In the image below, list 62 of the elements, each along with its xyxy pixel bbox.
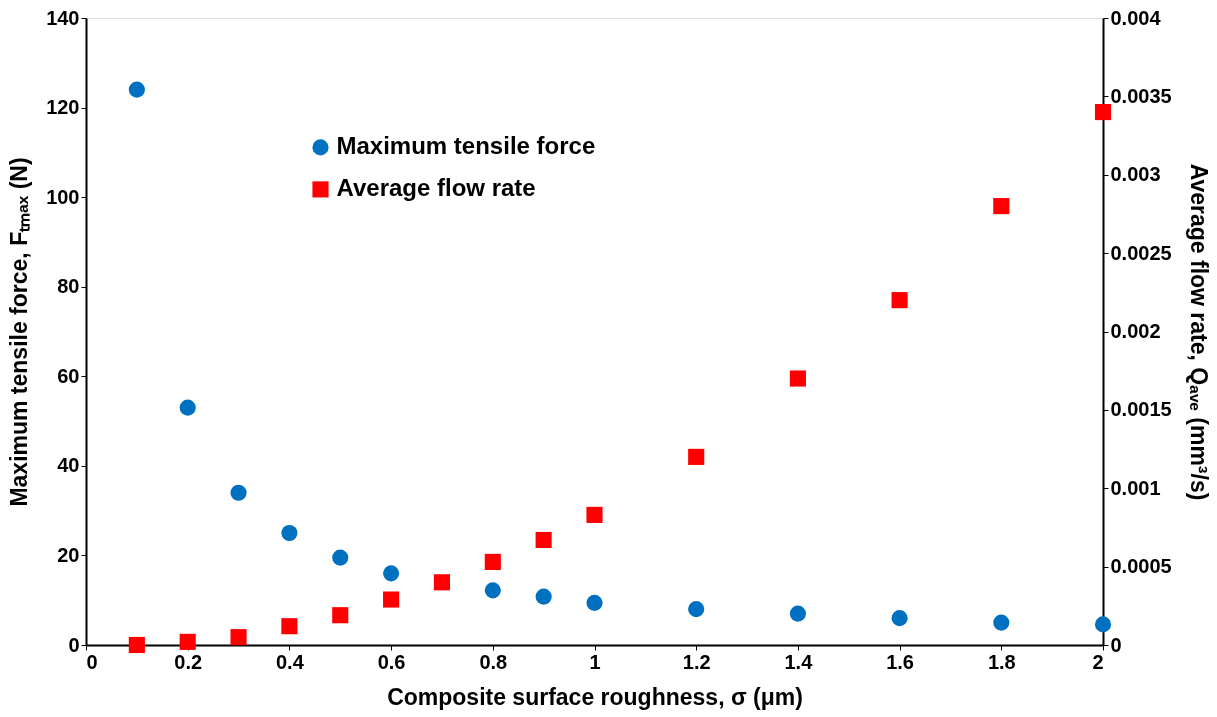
x-tick-label: 0.8: [479, 650, 508, 673]
y2-tick-label: 0.001: [1110, 476, 1161, 499]
point: [586, 594, 603, 611]
point: [128, 81, 145, 98]
point: [535, 588, 552, 605]
y-tick-label: 140: [46, 6, 80, 29]
x-tick-label: 0: [86, 650, 98, 673]
x-tick-label: 0.4: [275, 650, 305, 673]
y2-axis-title: Average flow rate, Qₐᵥₑ (mm³/s): [1185, 163, 1212, 501]
x-tick-label: 1: [589, 650, 601, 673]
point: [789, 370, 806, 387]
x-tick-label: 1.4: [784, 650, 814, 673]
y-tick-label: 80: [57, 275, 80, 298]
x-tick-label: 2: [1092, 650, 1104, 673]
y2-tick-label: 0.004: [1110, 6, 1162, 29]
point: [688, 448, 705, 465]
point: [993, 614, 1010, 631]
y2-tick-label: 0: [1110, 633, 1122, 656]
point: [332, 607, 349, 624]
point: [281, 618, 298, 635]
point: [484, 553, 501, 570]
point: [535, 531, 552, 549]
point: [993, 198, 1010, 215]
point: [1094, 616, 1112, 633]
y-tick-label: 60: [57, 364, 80, 387]
point: [383, 591, 400, 608]
x-axis-title: Composite surface roughness, σ (μm): [387, 683, 803, 710]
y2-tick-label: 0.0015: [1110, 398, 1172, 421]
y-tick-label: 20: [57, 543, 80, 566]
point: [179, 633, 196, 650]
point: [891, 610, 908, 627]
y-tick-label: 120: [46, 96, 80, 119]
x-tick-label: 1.8: [987, 650, 1016, 673]
y-tick-label: 40: [57, 454, 80, 477]
point: [789, 605, 806, 622]
legend-label: Average flow rate: [336, 174, 536, 202]
point: [484, 582, 501, 599]
y2-tick-label: 0.0025: [1110, 241, 1172, 264]
point: [891, 292, 908, 309]
x-tick-label: 1.6: [886, 650, 915, 673]
point: [688, 601, 705, 618]
point: [332, 549, 349, 566]
y2-tick-label: 0.0005: [1110, 555, 1172, 578]
y-tick-label: 0: [68, 633, 80, 656]
y2-tick-label: 0.002: [1110, 320, 1161, 342]
point: [179, 399, 196, 416]
y2-tick-label: 0.0035: [1110, 84, 1172, 107]
point: [433, 574, 451, 591]
y-tick-label: 100: [46, 185, 80, 208]
x-tick-label: 1.2: [682, 650, 711, 673]
y2-tick-label: 0.003: [1110, 163, 1161, 186]
x-tick-label: 0.2: [174, 650, 203, 673]
point: [128, 636, 145, 654]
point: [586, 506, 603, 523]
point: [230, 629, 247, 646]
x-tick-label: 0.6: [377, 650, 406, 673]
point: [281, 524, 298, 542]
y-axis-title: Maximum tensile force, Fₜₘₐₓ (N): [6, 157, 33, 507]
point: [230, 484, 247, 501]
point: [1094, 103, 1112, 121]
legend-label: Maximum tensile force: [336, 132, 596, 160]
point: [383, 565, 400, 582]
